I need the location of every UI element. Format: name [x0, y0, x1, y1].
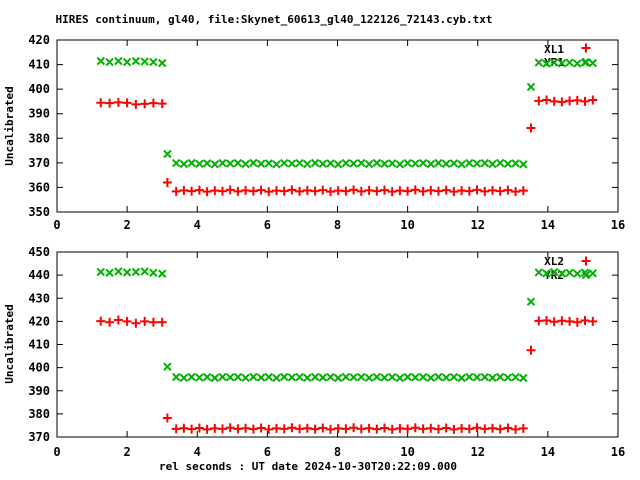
y-axis-label-top: Uncalibrated: [3, 86, 16, 165]
x-tick-label: 4: [194, 445, 201, 459]
x-tick-label: 6: [264, 445, 271, 459]
series-XL1: [96, 43, 598, 197]
x-tick-label: 10: [400, 445, 414, 459]
y-tick-label: 420: [28, 314, 50, 328]
y-tick-label: 410: [28, 338, 50, 352]
x-axis-label: rel seconds : UT date 2024-10-30T20:22:0…: [159, 460, 457, 473]
y-tick-label: 440: [28, 268, 50, 282]
y-tick-label: 400: [28, 82, 50, 96]
x-tick-label: 16: [611, 218, 625, 232]
plot-border: [56, 251, 619, 438]
x-tick-label: 8: [334, 218, 341, 232]
y-tick-label: 390: [28, 107, 50, 121]
y-axis-label-bottom: Uncalibrated: [3, 304, 16, 383]
panel-bottom: 0 2 4 6 8 10 12 14 16 370 380 390 400 410 420 430 440 450: [28, 245, 625, 459]
chart-title: HIRES continuum, gl40, file:Skynet_60613…: [55, 13, 492, 26]
y-tick-label: 370: [28, 156, 50, 170]
x-tick-label: 12: [471, 218, 485, 232]
x-tick-label: 6: [264, 218, 271, 232]
x-tick-label: 8: [334, 445, 341, 459]
y-tick-label: 400: [28, 361, 50, 375]
x-tick-label: 14: [541, 218, 555, 232]
x-tick-label: 0: [53, 445, 60, 459]
y-tick-label: 360: [28, 180, 50, 194]
y-tick-label: 420: [28, 33, 50, 47]
x-tick-label: 10: [400, 218, 414, 232]
legend-label-yr2: YR2: [544, 269, 564, 282]
y-tick-label: 370: [28, 430, 50, 444]
legend-label-xl2: XL2: [544, 255, 564, 268]
x-tick-label: 2: [124, 218, 131, 232]
y-tick-label: 350: [28, 205, 50, 219]
x-tick-label: 16: [611, 445, 625, 459]
x-tick-label: 14: [541, 445, 555, 459]
legend-label-xl1: XL1: [544, 43, 564, 56]
y-tick-label: 450: [28, 245, 50, 259]
y-tick-label: 410: [28, 58, 50, 72]
series-YR2: [96, 267, 598, 383]
series-XL2: [96, 256, 598, 434]
series-YR1: [96, 56, 598, 169]
x-tick-label: 0: [53, 218, 60, 232]
y-tick-label: 390: [28, 384, 50, 398]
y-tick-label: 430: [28, 291, 50, 305]
x-tick-label: 12: [471, 445, 485, 459]
x-tick-label: 2: [124, 445, 131, 459]
y-tick-label: 380: [28, 131, 50, 145]
x-tick-label: 4: [194, 218, 201, 232]
y-tick-label: 380: [28, 407, 50, 421]
panel-top: 0 2 4 6 8 10 12 14 16 350 360 370 380 390 400 410 420: [28, 33, 625, 232]
